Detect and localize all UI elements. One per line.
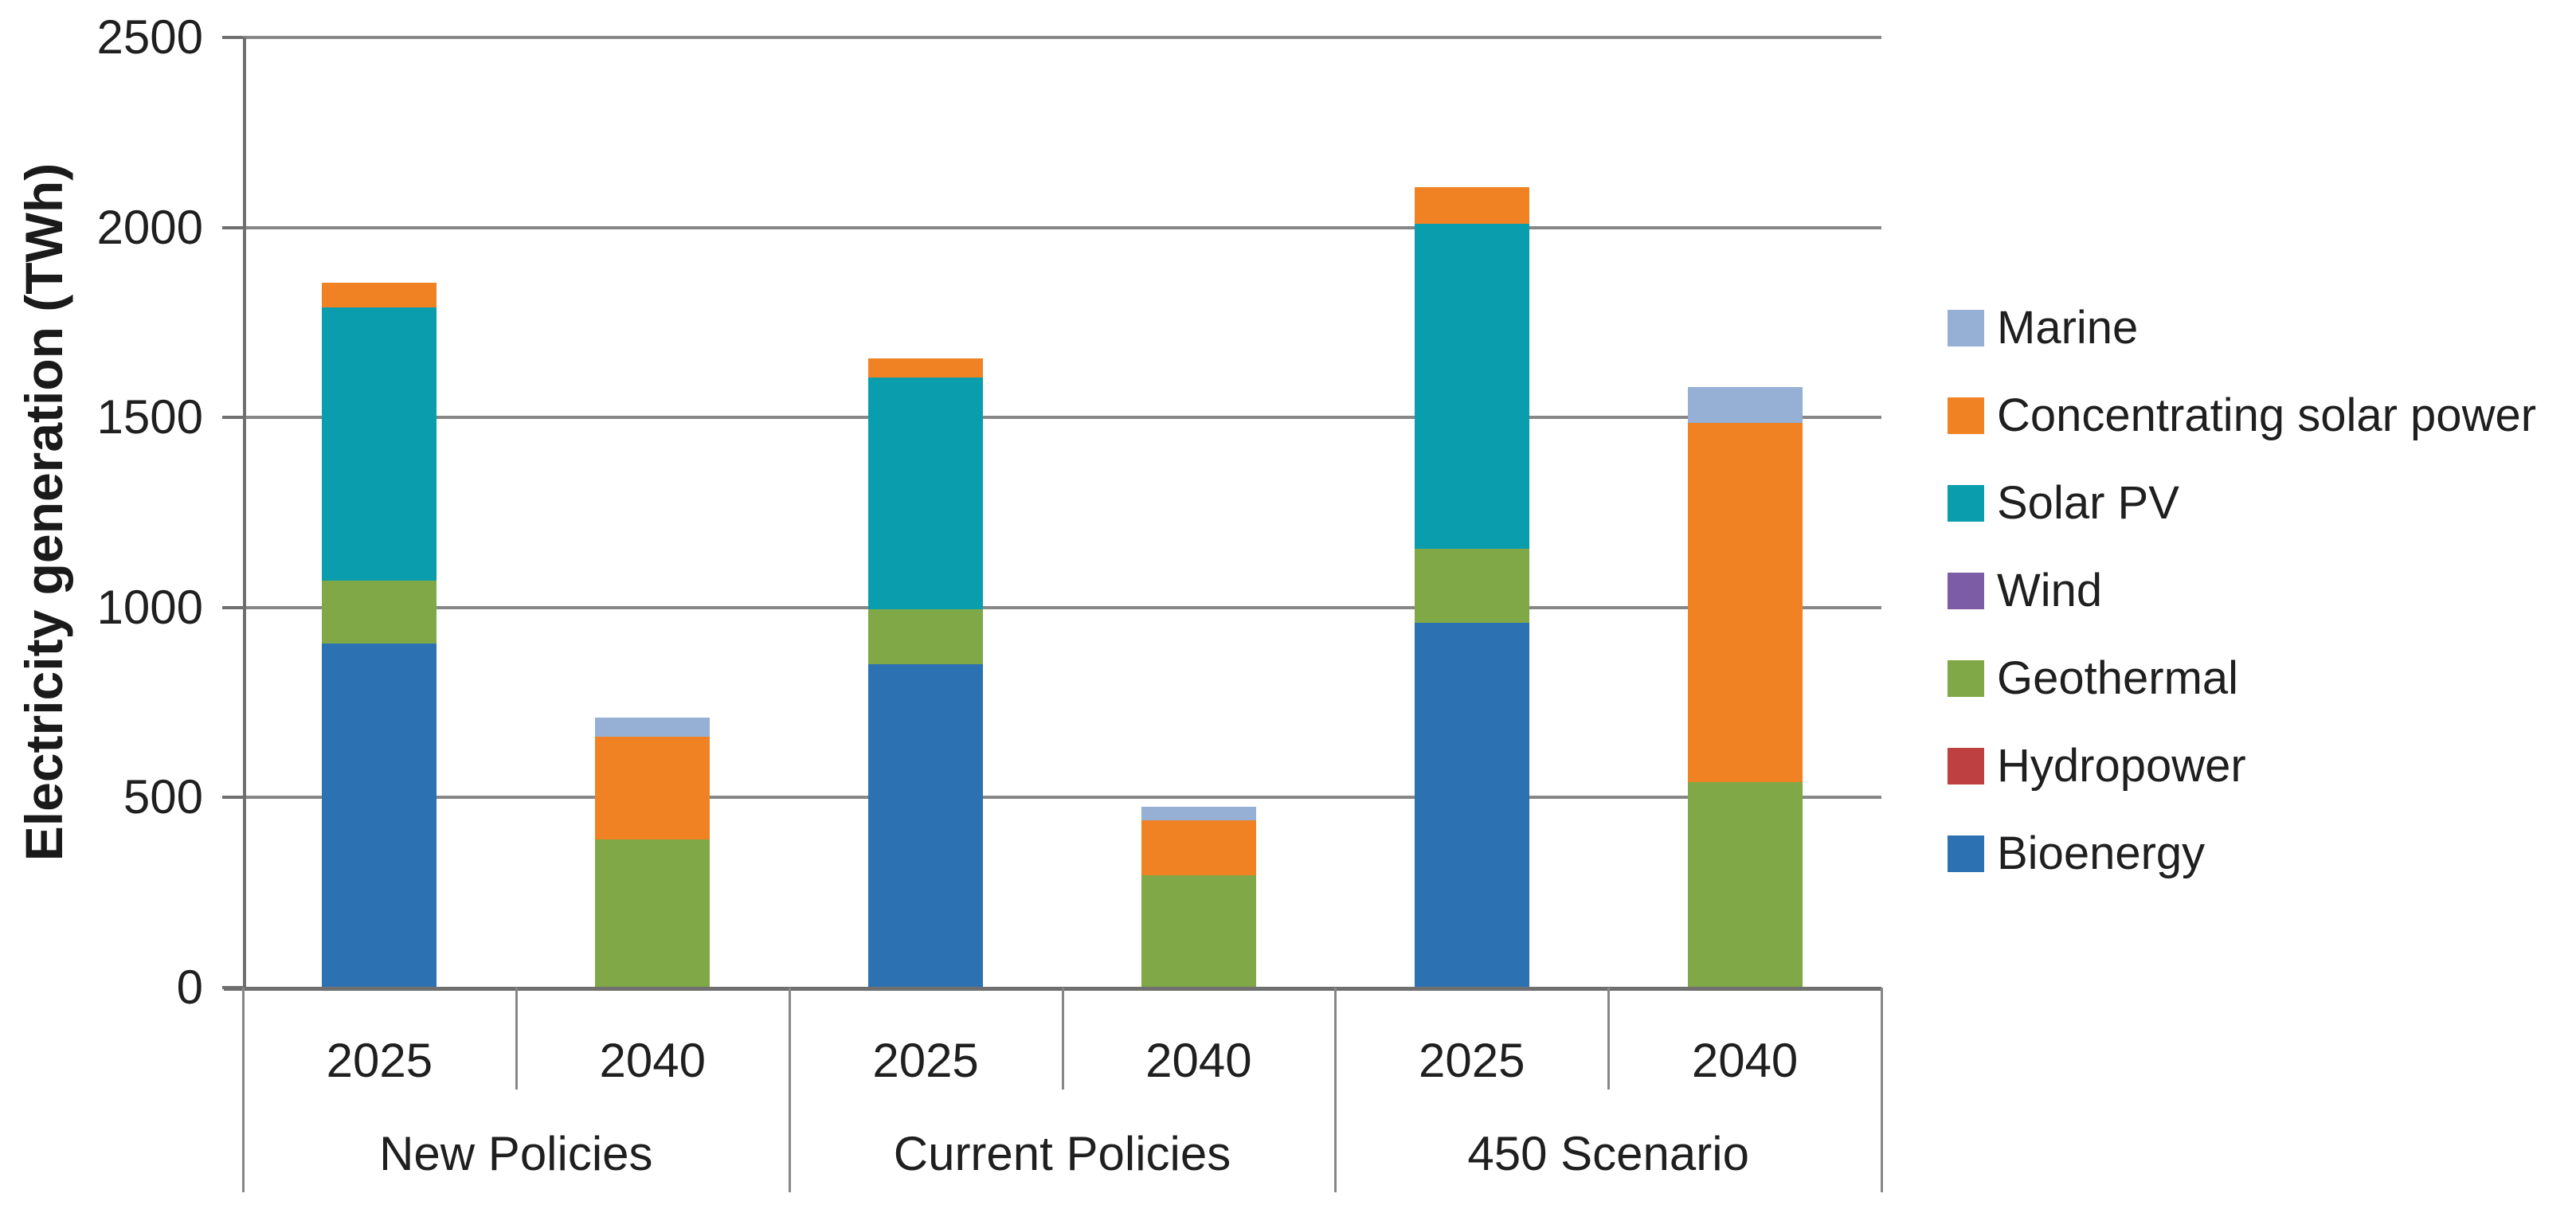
y-tick-label-0: 0: [176, 961, 203, 1014]
x-label-group: 450 Scenario: [1467, 1127, 1749, 1180]
group-divider: [788, 988, 791, 1192]
segment-marine: [1141, 807, 1256, 821]
legend-item-hydropower: Hydropower: [1948, 722, 2536, 810]
group-divider: [1334, 988, 1337, 1192]
y-tickmark-500: [222, 796, 243, 800]
segment-geothermal: [868, 609, 984, 665]
group-divider: [1881, 988, 1883, 1192]
legend-label: Wind: [1997, 565, 2103, 616]
segment-geothermal: [595, 839, 711, 988]
x-label-group: New Policies: [379, 1127, 653, 1180]
segment-concentrating-solar-power: [595, 737, 711, 839]
bar-new-policies-2040: [595, 0, 711, 988]
segment-geothermal: [322, 581, 437, 644]
segment-solar-pv: [868, 378, 984, 610]
x-label-year: 2040: [1145, 1034, 1252, 1087]
legend-item-geothermal: Geothermal: [1948, 635, 2536, 722]
y-tickmark-1500: [222, 416, 243, 420]
legend-swatch-icon: [1948, 835, 1984, 872]
segment-marine: [595, 718, 711, 738]
segment-concentrating-solar-power: [868, 358, 984, 378]
y-tick-label-1000: 1000: [96, 580, 203, 634]
y-axis-line: [243, 37, 246, 991]
gridline-2000: [243, 225, 1881, 229]
legend-label: Solar PV: [1997, 477, 2179, 529]
x-label-year: 2025: [1419, 1034, 1525, 1087]
legend-swatch-icon: [1948, 485, 1984, 522]
segment-bioenergy: [1414, 622, 1529, 988]
segment-solar-pv: [322, 307, 437, 581]
segment-geothermal: [1141, 875, 1256, 988]
legend-label: Marine: [1997, 302, 2139, 354]
legend-item-marine: Marine: [1948, 284, 2536, 372]
gridline-500: [243, 796, 1881, 800]
y-tickmark-0: [222, 986, 243, 989]
legend-swatch-icon: [1948, 573, 1984, 609]
x-label-year: 2040: [1691, 1034, 1799, 1087]
legend-item-wind: Wind: [1948, 547, 2536, 635]
legend-swatch-icon: [1948, 748, 1984, 784]
y-tick-label-500: 500: [123, 770, 203, 824]
legend-swatch-icon: [1948, 310, 1984, 346]
segment-concentrating-solar-power: [1414, 187, 1529, 224]
legend-label: Bioenergy: [1997, 828, 2206, 879]
segment-geothermal: [1687, 782, 1803, 988]
legend-item-bioenergy: Bioenergy: [1948, 810, 2536, 898]
group-divider: [242, 988, 245, 1192]
bar-450-scenario-2040: [1687, 0, 1803, 988]
bar-new-policies-2025: [322, 0, 437, 988]
y-tickmark-2000: [222, 225, 243, 229]
legend-label: Geothermal: [1997, 652, 2239, 704]
segment-marine: [1687, 387, 1803, 424]
y-tickmark-2500: [222, 36, 243, 39]
legend-label: Hydropower: [1997, 740, 2246, 792]
gridline-1500: [243, 416, 1881, 420]
y-tick-label-2000: 2000: [96, 200, 203, 254]
bar-current-policies-2025: [868, 0, 984, 988]
y-tick-label-2500: 2500: [96, 10, 203, 64]
segment-concentrating-solar-power: [1687, 423, 1803, 783]
x-label-year: 2025: [872, 1034, 979, 1087]
y-axis-title: Electricity generation (TWh): [14, 162, 73, 862]
year-divider: [1061, 988, 1064, 1090]
legend-swatch-icon: [1948, 660, 1984, 697]
segment-concentrating-solar-power: [1141, 820, 1256, 876]
x-axis-line: [224, 987, 1881, 991]
segment-concentrating-solar-power: [322, 282, 437, 307]
year-divider: [515, 988, 518, 1090]
gridline-1000: [243, 605, 1881, 609]
legend-item-concentrating-solar-power: Concentrating solar power: [1948, 372, 2536, 460]
y-tickmark-1000: [222, 605, 243, 609]
segment-geothermal: [1414, 548, 1529, 623]
x-label-year: 2025: [326, 1034, 433, 1087]
gridline-2500: [243, 36, 1881, 39]
segment-solar-pv: [1414, 223, 1529, 549]
bar-450-scenario-2025: [1414, 0, 1529, 988]
legend-swatch-icon: [1948, 397, 1984, 434]
x-label-group: Current Policies: [893, 1127, 1231, 1180]
segment-bioenergy: [322, 644, 437, 988]
x-label-year: 2040: [599, 1034, 706, 1087]
y-tick-label-1500: 1500: [96, 390, 203, 444]
legend: Marine Concentrating solar power Solar PV W…: [1948, 284, 2536, 898]
year-divider: [1607, 988, 1611, 1090]
segment-bioenergy: [868, 664, 984, 988]
legend-label: Concentrating solar power: [1997, 389, 2537, 441]
bar-current-policies-2040: [1141, 0, 1256, 988]
legend-item-solar-pv: Solar PV: [1948, 460, 2536, 547]
